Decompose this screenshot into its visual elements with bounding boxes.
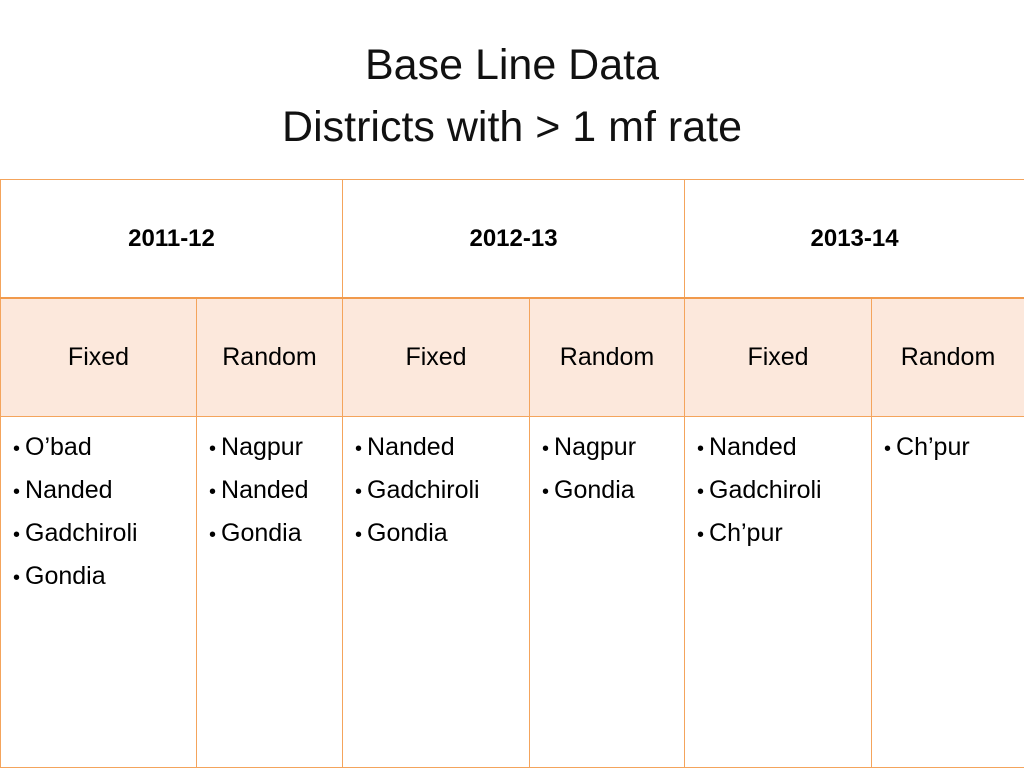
type-header-cell: Fixed [0, 297, 197, 417]
bullet-icon: • [13, 524, 21, 546]
year-header-row: 2011-12 2012-13 2013-14 [0, 179, 1024, 299]
year-header-cell: 2013-14 [684, 179, 1024, 299]
district-name: Nanded [25, 476, 113, 504]
bullet-icon: • [697, 524, 705, 546]
district-cell: • Nagpur • Nanded • Gondia [195, 416, 344, 768]
district-name: Ch’pur [896, 433, 970, 461]
district-list: • Nagpur • Gondia [542, 427, 684, 513]
district-cell: • Nagpur • Gondia [529, 416, 686, 768]
list-item: • Gadchiroli [13, 513, 196, 556]
district-name: Nagpur [554, 433, 637, 461]
list-item: • Nanded [209, 470, 342, 513]
district-list: • Ch’pur [884, 427, 1024, 470]
bullet-icon: • [697, 438, 705, 460]
district-name: O’bad [25, 433, 92, 461]
districts-table: 2011-12 2012-13 2013-14 Fixed Random Fix… [0, 179, 1024, 768]
district-name: Gondia [367, 519, 448, 547]
list-item: • Gadchiroli [355, 470, 529, 513]
type-header-cell: Fixed [684, 297, 873, 417]
list-item: • Nanded [355, 427, 529, 470]
district-list: • O’bad • Nanded • Gadchiroli • Gondia [13, 427, 196, 599]
district-name: Ch’pur [709, 519, 783, 547]
type-header-cell: Random [871, 297, 1024, 417]
district-list-row: • O’bad • Nanded • Gadchiroli • Gondia • Nagp… [0, 416, 1024, 768]
list-item: • Nagpur [542, 427, 684, 470]
district-list: • Nagpur • Nanded • Gondia [209, 427, 342, 556]
type-header-cell: Random [195, 297, 344, 417]
district-name: Nanded [709, 433, 797, 461]
list-item: • Nanded [697, 427, 871, 470]
type-header-row: Fixed Random Fixed Random Fixed Random [0, 297, 1024, 417]
district-list: • Nanded • Gadchiroli • Ch’pur [697, 427, 871, 556]
year-header-cell: 2011-12 [0, 179, 344, 299]
district-name: Gondia [554, 476, 635, 504]
bullet-icon: • [209, 438, 217, 460]
district-name: Gadchiroli [709, 476, 822, 504]
year-header-cell: 2012-13 [342, 179, 686, 299]
district-name: Gadchiroli [367, 476, 480, 504]
slide-title: Base Line Data Districts with > 1 mf rat… [0, 34, 1024, 158]
bullet-icon: • [355, 481, 363, 503]
list-item: • Gondia [209, 513, 342, 556]
bullet-icon: • [13, 438, 21, 460]
district-name: Nanded [367, 433, 455, 461]
list-item: • Gondia [355, 513, 529, 556]
district-cell: • Ch’pur [871, 416, 1024, 768]
type-header-cell: Fixed [342, 297, 531, 417]
list-item: • Ch’pur [697, 513, 871, 556]
bullet-icon: • [209, 481, 217, 503]
type-header-cell: Random [529, 297, 686, 417]
district-name: Gadchiroli [25, 519, 138, 547]
title-line-2: Districts with > 1 mf rate [282, 103, 742, 151]
district-cell: • Nanded • Gadchiroli • Ch’pur [684, 416, 873, 768]
list-item: • Nanded [13, 470, 196, 513]
district-cell: • O’bad • Nanded • Gadchiroli • Gondia [0, 416, 197, 768]
list-item: • Ch’pur [884, 427, 1024, 470]
bullet-icon: • [697, 481, 705, 503]
district-name: Nagpur [221, 433, 304, 461]
list-item: • Gadchiroli [697, 470, 871, 513]
district-name: Gondia [25, 562, 106, 590]
list-item: • Gondia [542, 470, 684, 513]
bullet-icon: • [355, 438, 363, 460]
bullet-icon: • [542, 438, 550, 460]
title-line-1: Base Line Data [364, 41, 660, 89]
list-item: • O’bad [13, 427, 196, 470]
list-item: • Gondia [13, 556, 196, 599]
district-cell: • Nanded • Gadchiroli • Gondia [342, 416, 531, 768]
district-name: Nanded [221, 476, 309, 504]
bullet-icon: • [355, 524, 363, 546]
bullet-icon: • [13, 567, 21, 589]
bullet-icon: • [209, 524, 217, 546]
district-list: • Nanded • Gadchiroli • Gondia [355, 427, 529, 556]
bullet-icon: • [13, 481, 21, 503]
list-item: • Nagpur [209, 427, 342, 470]
bullet-icon: • [884, 438, 892, 460]
bullet-icon: • [542, 481, 550, 503]
district-name: Gondia [221, 519, 302, 547]
